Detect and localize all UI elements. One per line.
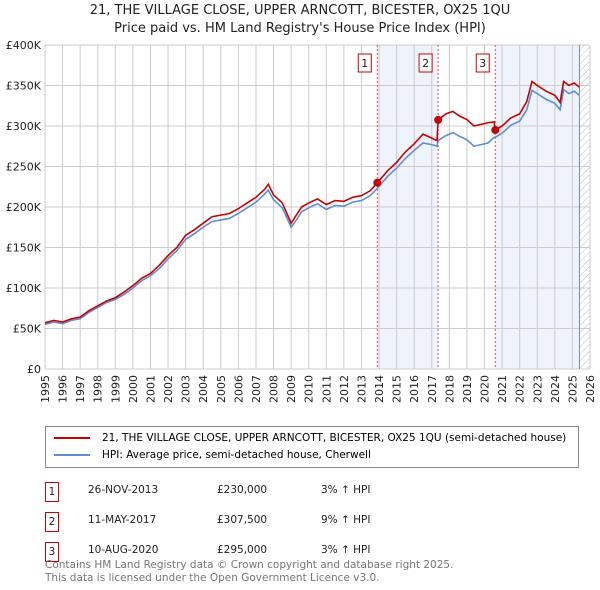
y-tick-label: £50K: [13, 323, 42, 336]
x-tick-label: 1997: [74, 375, 87, 403]
price-chart: 1995 1996 1997 1998 1999 2000 2001 2002 2003 2004…: [6, 39, 597, 403]
x-tick-label: 1996: [57, 375, 70, 403]
x-tick-label: 2011: [320, 375, 333, 403]
y-tick-label: £100K: [6, 282, 42, 295]
x-tick-label: 2023: [531, 375, 544, 403]
x-tick-label: 2024: [549, 375, 562, 403]
sale-hpi: 3% ↑ HPI: [321, 484, 371, 496]
sale-price: £307,500: [217, 514, 268, 526]
x-tick-label: 2009: [285, 375, 298, 403]
x-tick-label: 2016: [408, 375, 421, 403]
legend-property: 21, THE VILLAGE CLOSE, UPPER ARNCOTT, BI…: [102, 432, 567, 444]
legend: 21, THE VILLAGE CLOSE, UPPER ARNCOTT, BI…: [45, 426, 579, 468]
y-tick-label: £250K: [6, 161, 42, 174]
sale-price: £295,000: [217, 544, 268, 556]
x-tick-label: 2013: [355, 375, 368, 403]
x-tick-label: 2015: [391, 375, 404, 403]
sale-label: 3: [479, 57, 486, 70]
legend-blue-line: [54, 454, 90, 456]
sale-num: 1: [45, 482, 59, 502]
x-tick-label: 2014: [373, 375, 386, 403]
x-tick-label: 2007: [250, 375, 263, 403]
y-tick-label: £300K: [6, 120, 42, 133]
y-tick-label: £150K: [6, 242, 42, 255]
x-tick-label: 1999: [109, 375, 122, 403]
y-tick-label: £0: [27, 363, 41, 376]
sale-label-box: [357, 53, 372, 73]
footer-line-1: Contains HM Land Registry data © Crown c…: [45, 559, 454, 571]
chart-subtitle: Price paid vs. HM Land Registry's House …: [114, 21, 486, 36]
sale-point: [373, 178, 382, 187]
x-tick-label: 2002: [162, 375, 175, 403]
x-tick-label: 2010: [303, 375, 316, 403]
x-tick-label: 2012: [338, 375, 351, 403]
y-tick-label: £400K: [6, 39, 42, 52]
x-tick-label: 2025: [566, 375, 579, 403]
x-tick-label: 2018: [443, 375, 456, 403]
x-tick-label: 2019: [461, 375, 474, 403]
sale-num: 3: [45, 542, 59, 562]
x-tick-label: 2001: [144, 375, 157, 403]
sale-point: [434, 115, 443, 124]
legend-red-line: [54, 437, 90, 439]
x-tick-label: 2000: [127, 375, 140, 403]
sale-price: £230,000: [217, 484, 268, 496]
y-tick-label: £200K: [6, 201, 42, 214]
property-line: [44, 80, 580, 324]
footer: Contains HM Land Registry data © Crown c…: [45, 559, 453, 585]
chart-title: 21, THE VILLAGE CLOSE, UPPER ARNCOTT, BI…: [89, 3, 511, 18]
footer-line-2: This data is licensed under the Open Gov…: [45, 572, 380, 584]
sale-num: 2: [45, 512, 59, 532]
legend-hpi: HPI: Average price, semi-detached house,…: [102, 449, 371, 461]
sale-date: 26-NOV-2013: [88, 484, 159, 496]
sale-label-box: [418, 53, 433, 73]
x-tick-label: 1995: [39, 375, 52, 403]
y-tick-label: £350K: [6, 80, 42, 93]
x-tick-label: 2006: [232, 375, 245, 403]
sale-label: 1: [361, 57, 368, 70]
sale-date: 11-MAY-2017: [88, 514, 157, 526]
x-tick-label: 2005: [215, 375, 228, 403]
x-tick-label: 2008: [268, 375, 281, 403]
x-tick-label: 2022: [514, 375, 527, 403]
sale-hpi: 3% ↑ HPI: [321, 544, 371, 556]
x-tick-label: 1998: [92, 375, 105, 403]
x-tick-label: 2026: [584, 375, 597, 403]
x-tick-label: 2003: [180, 375, 193, 403]
hpi-line: [44, 88, 580, 326]
x-tick-label: 2021: [496, 375, 509, 403]
x-tick-label: 2004: [197, 375, 210, 403]
sale-point: [491, 126, 500, 135]
x-tick-label: 2020: [479, 375, 492, 403]
sale-hpi: 9% ↑ HPI: [321, 514, 371, 526]
x-tick-label: 2017: [426, 375, 439, 403]
sale-label: 2: [422, 57, 429, 70]
sale-date: 10-AUG-2020: [88, 544, 159, 556]
sale-label-box: [475, 53, 490, 73]
